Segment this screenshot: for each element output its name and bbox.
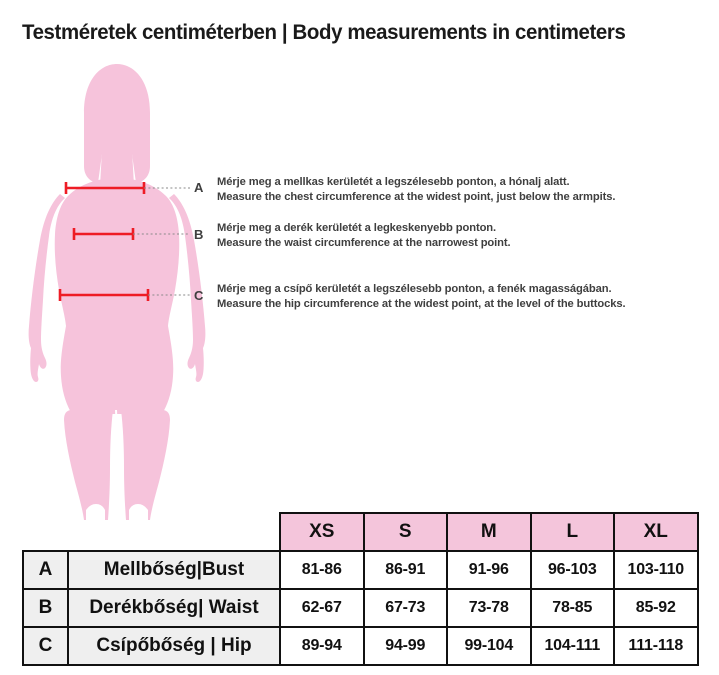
cell-waist-l: 78-85 <box>529 588 615 628</box>
table-header-row: XS S M L XL <box>23 512 699 552</box>
size-header-m: M <box>446 512 532 552</box>
page-title: Testméretek centiméterben | Body measure… <box>22 20 626 44</box>
table-row: B Derékbőség| Waist 62-67 67-73 73-78 78… <box>22 588 699 628</box>
cell-hip-xl: 111-118 <box>613 626 699 666</box>
cell-hip-l: 104-111 <box>529 626 615 666</box>
callout-b-en: Measure the waist circumference at the n… <box>217 236 511 249</box>
female-body-silhouette <box>28 64 206 520</box>
callout-b-text: Mérje meg a derék kerületét a legkeskeny… <box>217 221 511 250</box>
callout-a-hu: Mérje meg a mellkas kerületét a legszéle… <box>217 176 570 188</box>
callout-a-en: Measure the chest circumference at the w… <box>217 190 616 203</box>
cell-waist-xl: 85-92 <box>613 588 699 628</box>
table-row: A Mellbőség|Bust 81-86 86-91 91-96 96-10… <box>22 550 699 590</box>
table-corner-spacer-letter <box>23 513 68 551</box>
cell-hip-xs: 89-94 <box>279 626 365 666</box>
cell-hip-s: 94-99 <box>362 626 448 666</box>
cell-waist-m: 73-78 <box>446 588 532 628</box>
cell-hip-m: 99-104 <box>446 626 532 666</box>
row-name-bust: Mellbőség|Bust <box>67 550 281 590</box>
cell-bust-xs: 81-86 <box>279 550 365 590</box>
row-name-hip: Csípőbőség | Hip <box>67 626 281 666</box>
table-corner-spacer-name <box>68 513 280 551</box>
row-letter-a: A <box>22 550 69 590</box>
cell-bust-l: 96-103 <box>529 550 615 590</box>
size-chart-table: XS S M L XL A Mellbőség|Bust 81-86 86-91… <box>22 512 699 666</box>
cell-bust-m: 91-96 <box>446 550 532 590</box>
body-silhouette-figure <box>18 58 208 523</box>
callout-b-hu: Mérje meg a derék kerületét a legkeskeny… <box>217 222 497 234</box>
size-header-xs: XS <box>279 512 365 552</box>
size-header-s: S <box>362 512 448 552</box>
cell-bust-xl: 103-110 <box>613 550 699 590</box>
callout-c-en: Measure the hip circumference at the wid… <box>217 297 626 310</box>
row-letter-b: B <box>22 588 69 628</box>
callout-b-letter: B <box>194 227 204 242</box>
callout-c-text: Mérje meg a csípő kerületét a legszélese… <box>217 282 626 311</box>
size-header-xl: XL <box>613 512 699 552</box>
row-name-waist: Derékbőség| Waist <box>67 588 281 628</box>
row-letter-c: C <box>22 626 69 666</box>
callout-a-text: Mérje meg a mellkas kerületét a legszéle… <box>217 175 615 204</box>
table-row: C Csípőbőség | Hip 89-94 94-99 99-104 10… <box>22 626 699 666</box>
cell-waist-xs: 62-67 <box>279 588 365 628</box>
size-header-l: L <box>529 512 615 552</box>
cell-bust-s: 86-91 <box>362 550 448 590</box>
callout-c-hu: Mérje meg a csípő kerületét a legszélese… <box>217 283 612 295</box>
cell-waist-s: 67-73 <box>362 588 448 628</box>
callout-c-letter: C <box>194 288 204 303</box>
callout-a-letter: A <box>194 180 204 195</box>
